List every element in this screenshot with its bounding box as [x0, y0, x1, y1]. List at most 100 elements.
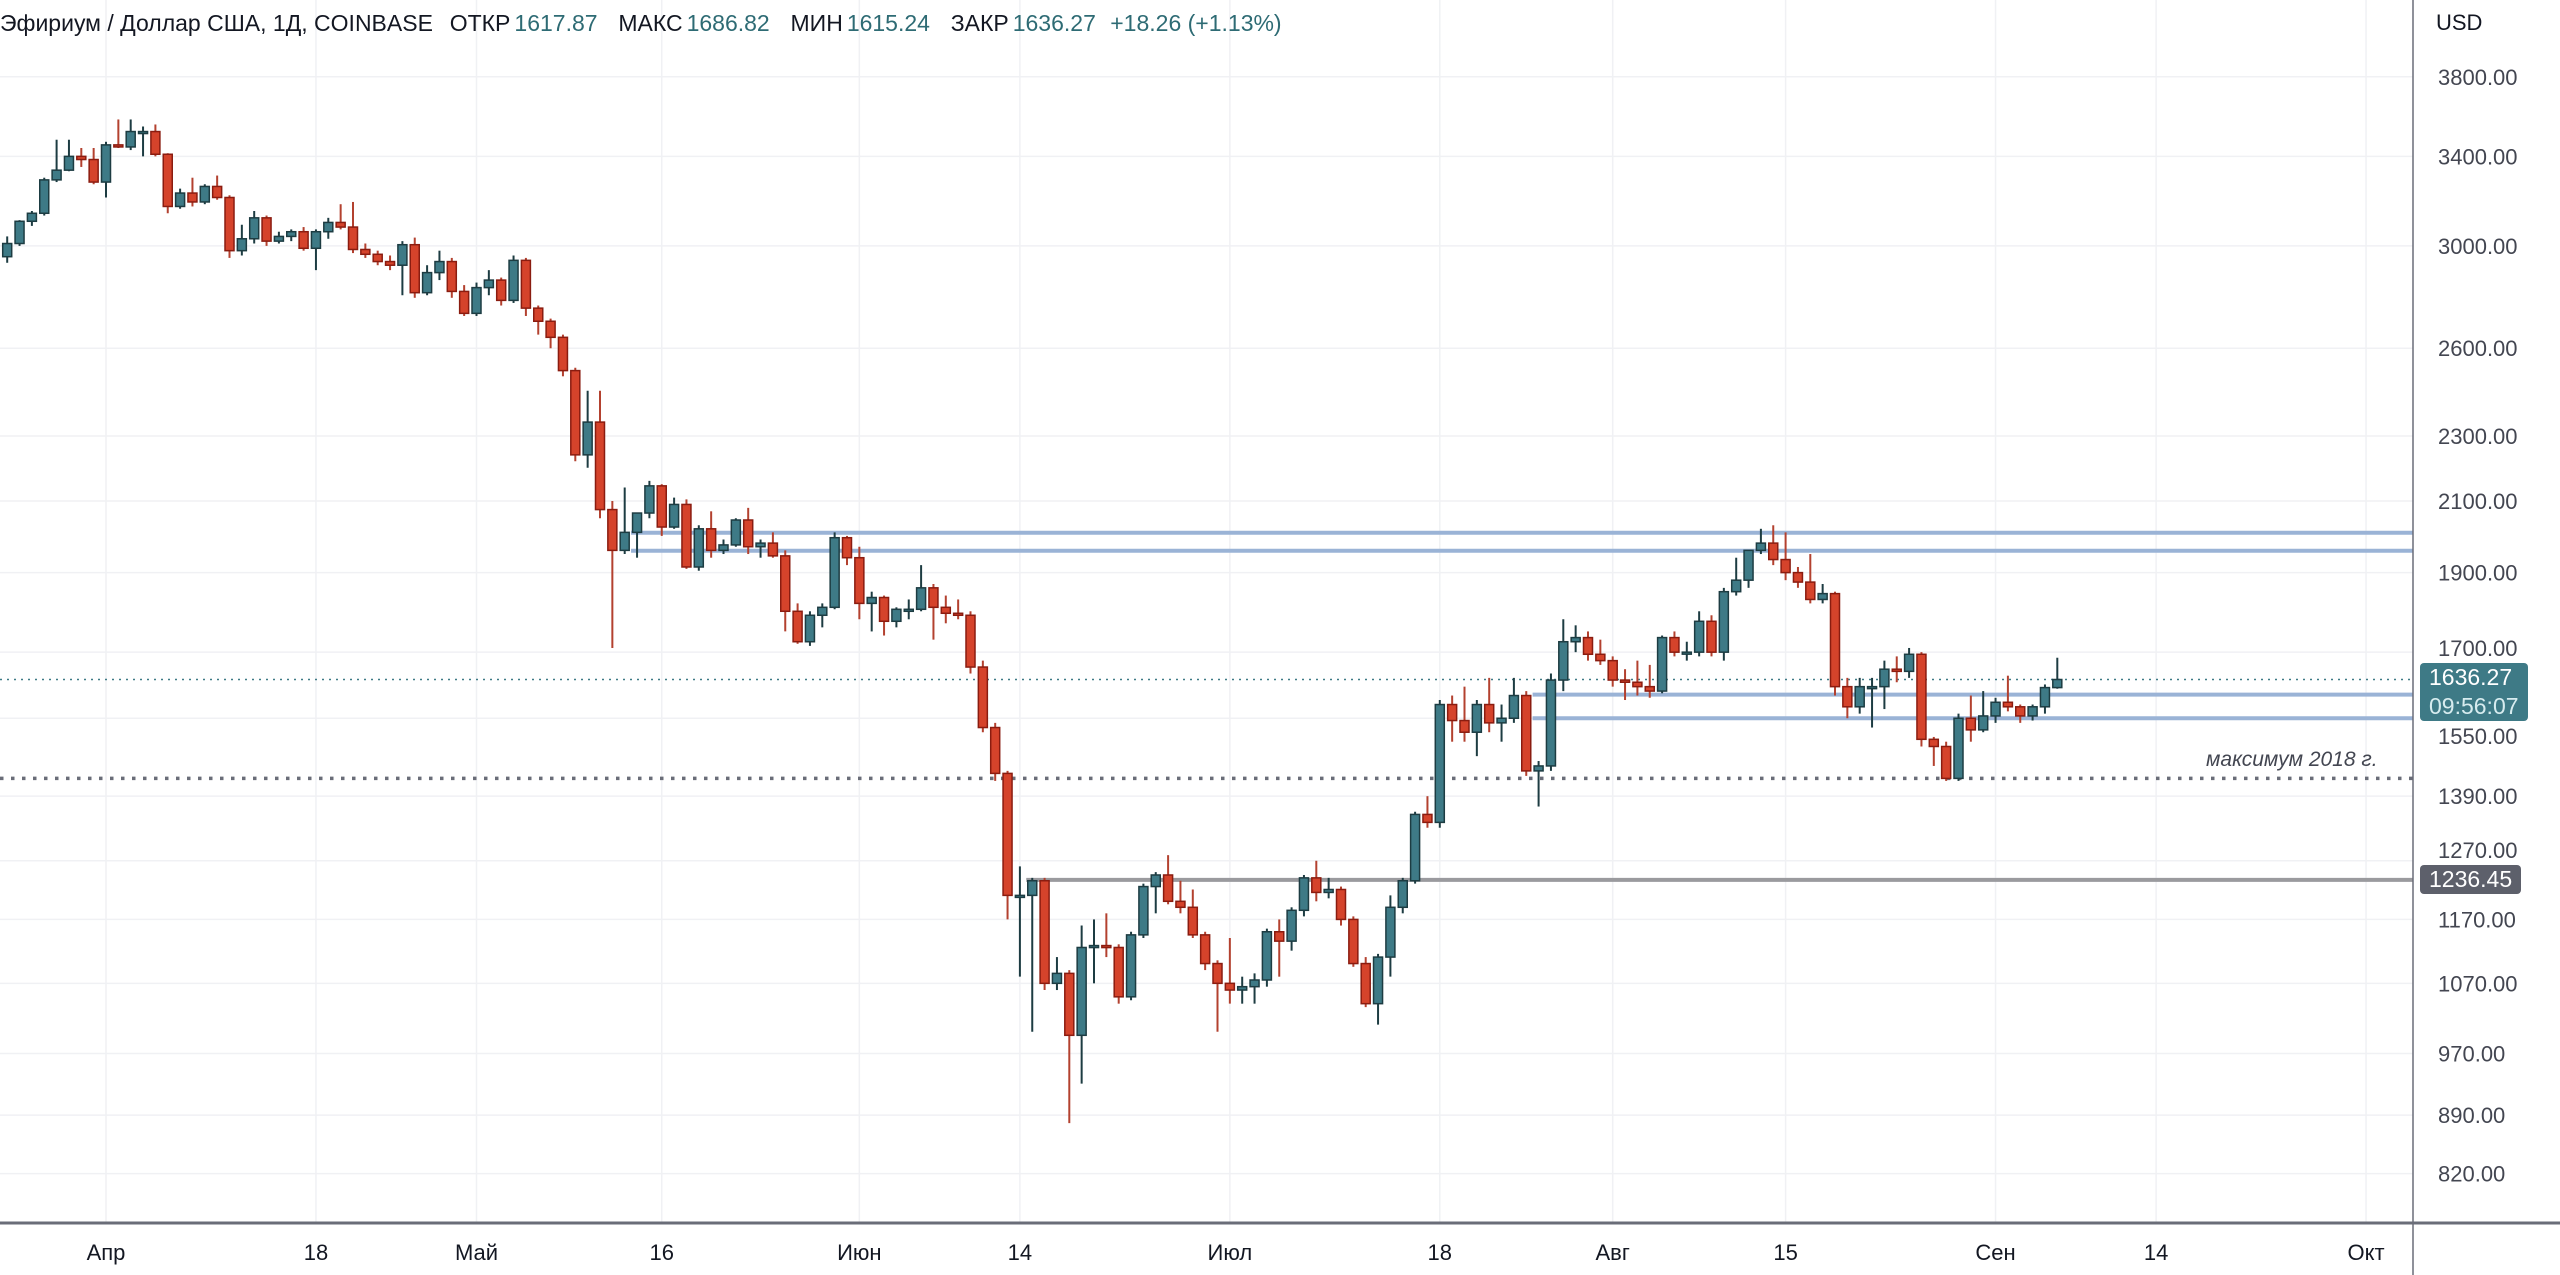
candle-down: [1212, 962, 1223, 985]
candle-up: [2052, 678, 2063, 689]
candle-down: [1101, 944, 1112, 949]
candle-down: [458, 290, 470, 315]
candle-up: [1755, 542, 1767, 552]
candle-down: [2015, 706, 2026, 717]
level-price: 1236.45: [2429, 866, 2513, 892]
candle-down: [1360, 962, 1371, 1005]
candle-up: [125, 130, 136, 148]
candle-up: [39, 179, 50, 215]
price-levels[interactable]: [0, 530, 2413, 882]
candle-up: [421, 271, 433, 294]
price-tick-label: 2600.00: [2438, 336, 2518, 361]
high-label: МАКС: [618, 10, 683, 36]
candle-down: [533, 307, 544, 323]
candle-up: [63, 155, 75, 171]
price-tick-label: 1900.00: [2438, 561, 2518, 586]
candle-down: [989, 726, 1001, 775]
candle-down: [1311, 877, 1322, 894]
time-axis[interactable]: Апр 18 Май 16 Июн 14 Июл 18 Авг 15 Сен 14 Окт: [87, 1240, 2385, 1265]
candle-down: [1459, 719, 1470, 733]
candle-down: [1348, 918, 1359, 965]
price-tick-label: 2100.00: [2438, 489, 2518, 514]
time-tick-label: 18: [304, 1240, 328, 1265]
price-tick-label: 1070.00: [2438, 971, 2518, 996]
candle-down: [1199, 934, 1211, 965]
candle-down: [928, 587, 939, 609]
close-label: ЗАКР: [950, 10, 1009, 36]
candle-down: [878, 596, 890, 623]
candle-up: [51, 169, 62, 181]
change-value: +18.26 (+1.13%): [1110, 10, 1282, 36]
candle-down: [76, 155, 87, 161]
candle-up: [1545, 679, 1557, 767]
candle-up: [236, 238, 248, 252]
candle-up: [434, 260, 445, 274]
candle-up: [1385, 906, 1396, 958]
candle-down: [187, 192, 198, 203]
candle-up: [1372, 956, 1384, 1005]
price-tick-label: 3800.00: [2438, 65, 2518, 90]
level-price-badge: 1236.45: [2420, 865, 2522, 894]
candle-down: [965, 614, 976, 668]
candle-up: [1730, 579, 1742, 593]
candle-down: [1669, 636, 1680, 653]
currency-label: USD: [2436, 10, 2483, 35]
price-tick-label: 820.00: [2438, 1162, 2505, 1187]
price-tick-label: 3000.00: [2438, 234, 2518, 259]
candle-down: [1582, 636, 1594, 656]
price-tick-label: 970.00: [2438, 1042, 2505, 1067]
candle-up: [1854, 685, 1865, 708]
candle-down: [335, 221, 346, 228]
low-label: МИН: [790, 10, 843, 36]
candle-down: [347, 226, 359, 251]
candle-up: [26, 212, 38, 223]
candle-up: [1397, 879, 1408, 909]
candle-down: [211, 185, 223, 199]
time-tick-label: Май: [455, 1240, 498, 1265]
candle-down: [150, 130, 161, 156]
candle-down: [557, 336, 569, 372]
candle-up: [915, 587, 927, 611]
candle-up: [582, 421, 593, 456]
candle-up: [483, 279, 495, 289]
candle-down: [1187, 906, 1199, 936]
candle-up: [866, 596, 877, 605]
candle-up: [1261, 931, 1273, 981]
candle-up: [397, 243, 408, 266]
candle-up: [174, 192, 186, 208]
candle-down: [1619, 679, 1631, 683]
candle-down: [940, 606, 952, 615]
candle-up: [1496, 717, 1507, 724]
candle-up: [1718, 590, 1730, 653]
time-tick-label: Июн: [837, 1240, 881, 1265]
candle-up: [310, 230, 322, 250]
candle-down: [1521, 694, 1532, 772]
candle-down: [88, 158, 99, 183]
candle-up: [1298, 877, 1310, 912]
price-tick-label: 1170.00: [2438, 907, 2516, 932]
price-tick-label: 3400.00: [2438, 144, 2518, 169]
candle-up: [1817, 592, 1828, 601]
grid: [0, 0, 2413, 1223]
candle-up: [1138, 885, 1149, 936]
candle-down: [1446, 703, 1458, 722]
candle-up: [804, 614, 816, 643]
price-axis[interactable]: 3800.00 3400.00 3000.00 2600.00 2300.00 2100.…: [2438, 65, 2518, 1187]
time-tick-label: 18: [1428, 1240, 1452, 1265]
candle-up: [1508, 694, 1520, 719]
candle-up: [1693, 620, 1705, 653]
time-tick-label: 14: [1008, 1240, 1032, 1265]
last-price-badge: 1636.27 09:56:07: [2420, 663, 2528, 721]
candle-down: [545, 320, 556, 339]
candle-up: [619, 531, 630, 552]
candle-up: [730, 519, 742, 546]
candle-up: [1656, 636, 1668, 692]
candle-down: [1780, 558, 1791, 574]
candle-up: [891, 608, 902, 623]
candles: [1, 119, 2063, 1124]
candle-down: [1805, 581, 1816, 601]
candle-up: [718, 544, 729, 552]
candle-down: [570, 369, 581, 456]
candle-up: [1323, 888, 1334, 894]
